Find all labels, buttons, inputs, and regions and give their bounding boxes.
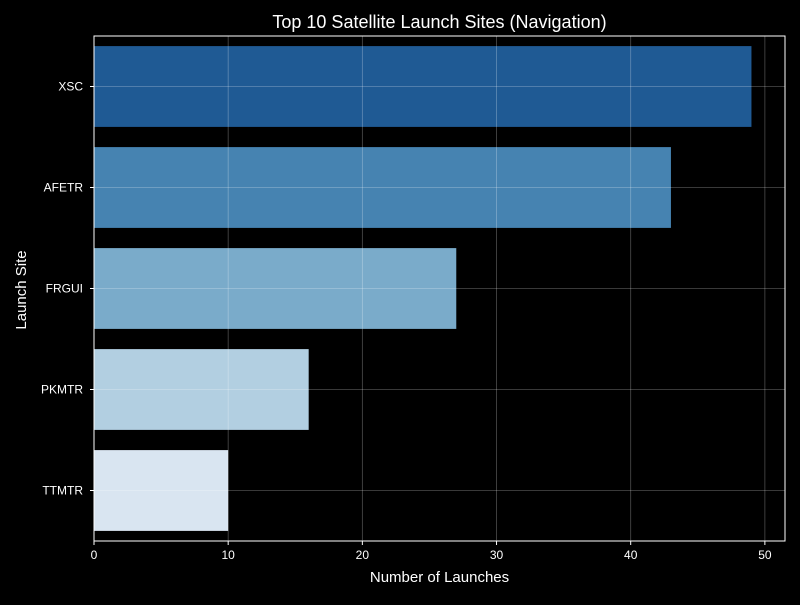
grid-lines — [93, 36, 785, 541]
x-tick-label: 10 — [221, 548, 235, 562]
y-tick-label-ttmtr: TTMTR — [42, 484, 83, 498]
y-axis-ticks: XSC AFETR FRGUI PKMTR TTMTR — [41, 80, 94, 498]
x-tick-label: 0 — [91, 548, 98, 562]
bar-afetr — [94, 147, 671, 228]
chart-title: Top 10 Satellite Launch Sites (Navigatio… — [272, 12, 606, 32]
bar-pkmtr — [94, 349, 309, 430]
x-tick-label: 30 — [490, 548, 504, 562]
y-tick-label-pkmtr: PKMTR — [41, 383, 83, 397]
y-tick-label-frgui: FRGUI — [46, 282, 83, 296]
bar-ttmtr — [94, 450, 229, 531]
y-tick-label-afetr: AFETR — [44, 181, 84, 195]
bar-frgui — [94, 248, 457, 329]
x-tick-label: 20 — [356, 548, 370, 562]
x-axis-label: Number of Launches — [370, 569, 509, 586]
x-tick-label: 40 — [624, 548, 638, 562]
bars — [94, 46, 752, 531]
y-tick-label-xsc: XSC — [58, 80, 83, 94]
y-axis-label: Launch Site — [13, 250, 30, 329]
bar-xsc — [94, 46, 752, 127]
x-tick-label: 50 — [758, 548, 772, 562]
x-axis-ticks: 0 10 20 30 40 50 — [91, 541, 772, 562]
